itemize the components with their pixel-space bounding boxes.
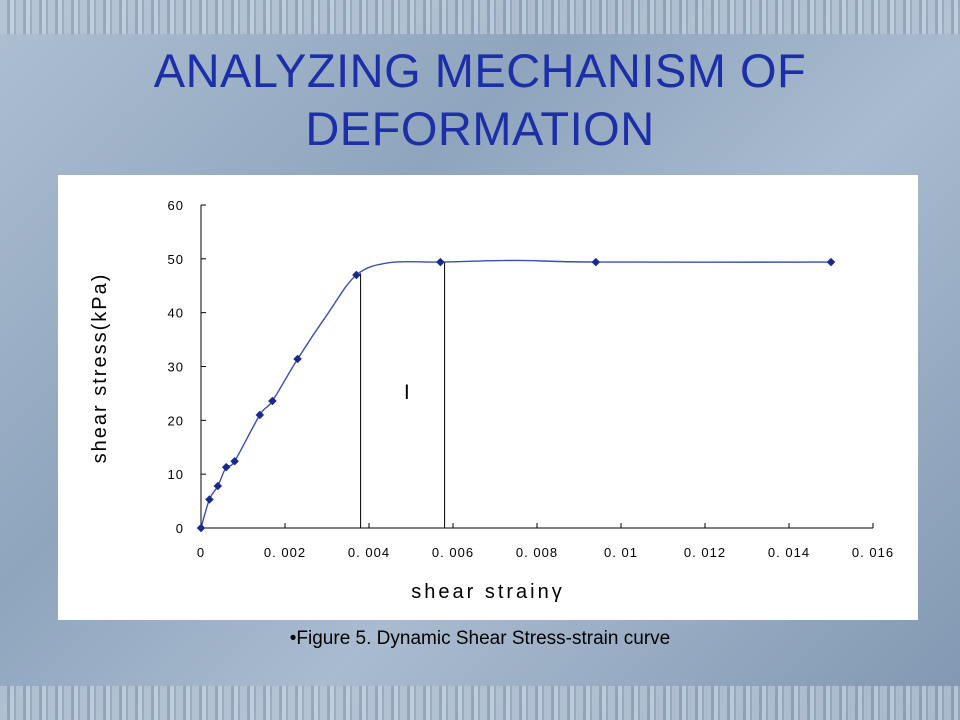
reference-lines: [360, 261, 446, 528]
y-tick-label: 60: [168, 198, 184, 213]
x-tick-label: 0. 006: [432, 545, 474, 560]
figure-caption: •Figure 5. Dynamic Shear Stress-strain c…: [289, 628, 671, 649]
data-point: [826, 257, 836, 267]
data-point: [205, 495, 214, 504]
y-tick-label: 30: [168, 360, 184, 375]
y-tick-label: 40: [168, 306, 184, 321]
decorative-border-bottom: [0, 686, 960, 720]
data-point: [591, 257, 601, 267]
x-tick-label: 0. 002: [264, 545, 306, 560]
y-tick-label: 0: [176, 521, 184, 536]
x-tick-label: 0. 012: [684, 545, 726, 560]
data-point: [436, 257, 445, 267]
slide-title-line-2: DEFORMATION: [305, 102, 655, 155]
y-axis-label: shear stress(kPa): [89, 273, 111, 464]
y-tick-label: 20: [168, 413, 184, 428]
x-tick-label: 0. 01: [604, 545, 638, 560]
data-point: [255, 410, 265, 420]
data-point: [293, 354, 302, 364]
x-tick-label: 0. 008: [516, 545, 558, 560]
chart-panel: 0 0. 002 0. 004 0. 006 0. 008 0. 01 0. 012 0. 0…: [58, 175, 918, 620]
x-tick-label: 0: [197, 545, 205, 560]
data-point: [352, 270, 361, 280]
data-point: [196, 523, 206, 533]
data-point: [230, 456, 239, 466]
slide-title-line-1: ANALYZING MECHANISM OF: [153, 44, 807, 97]
data-markers: [196, 257, 836, 533]
decorative-border-top: [0, 0, 960, 34]
y-tick-label: 50: [168, 252, 184, 267]
region-annotation: Ⅰ: [404, 382, 410, 404]
chart-axes: [200, 205, 873, 529]
x-tick-label: 0. 016: [852, 545, 894, 560]
stress-strain-chart: 0 0. 002 0. 004 0. 006 0. 008 0. 01 0. 012 0. 0…: [89, 198, 894, 603]
data-point: [268, 396, 277, 406]
x-axis-label: shear strainγ: [411, 581, 565, 603]
stress-strain-curve: [200, 259, 832, 529]
data-point: [221, 462, 231, 472]
slide-title: ANALYZING MECHANISM OF DEFORMATION: [0, 42, 960, 158]
y-tick-label: 10: [168, 467, 184, 482]
x-tick-label: 0. 014: [768, 545, 810, 560]
x-tick-label: 0. 004: [348, 545, 390, 560]
data-point: [213, 481, 223, 491]
chart-ticks: 0 0. 002 0. 004 0. 006 0. 008 0. 01 0. 012 0. 0…: [168, 198, 894, 560]
